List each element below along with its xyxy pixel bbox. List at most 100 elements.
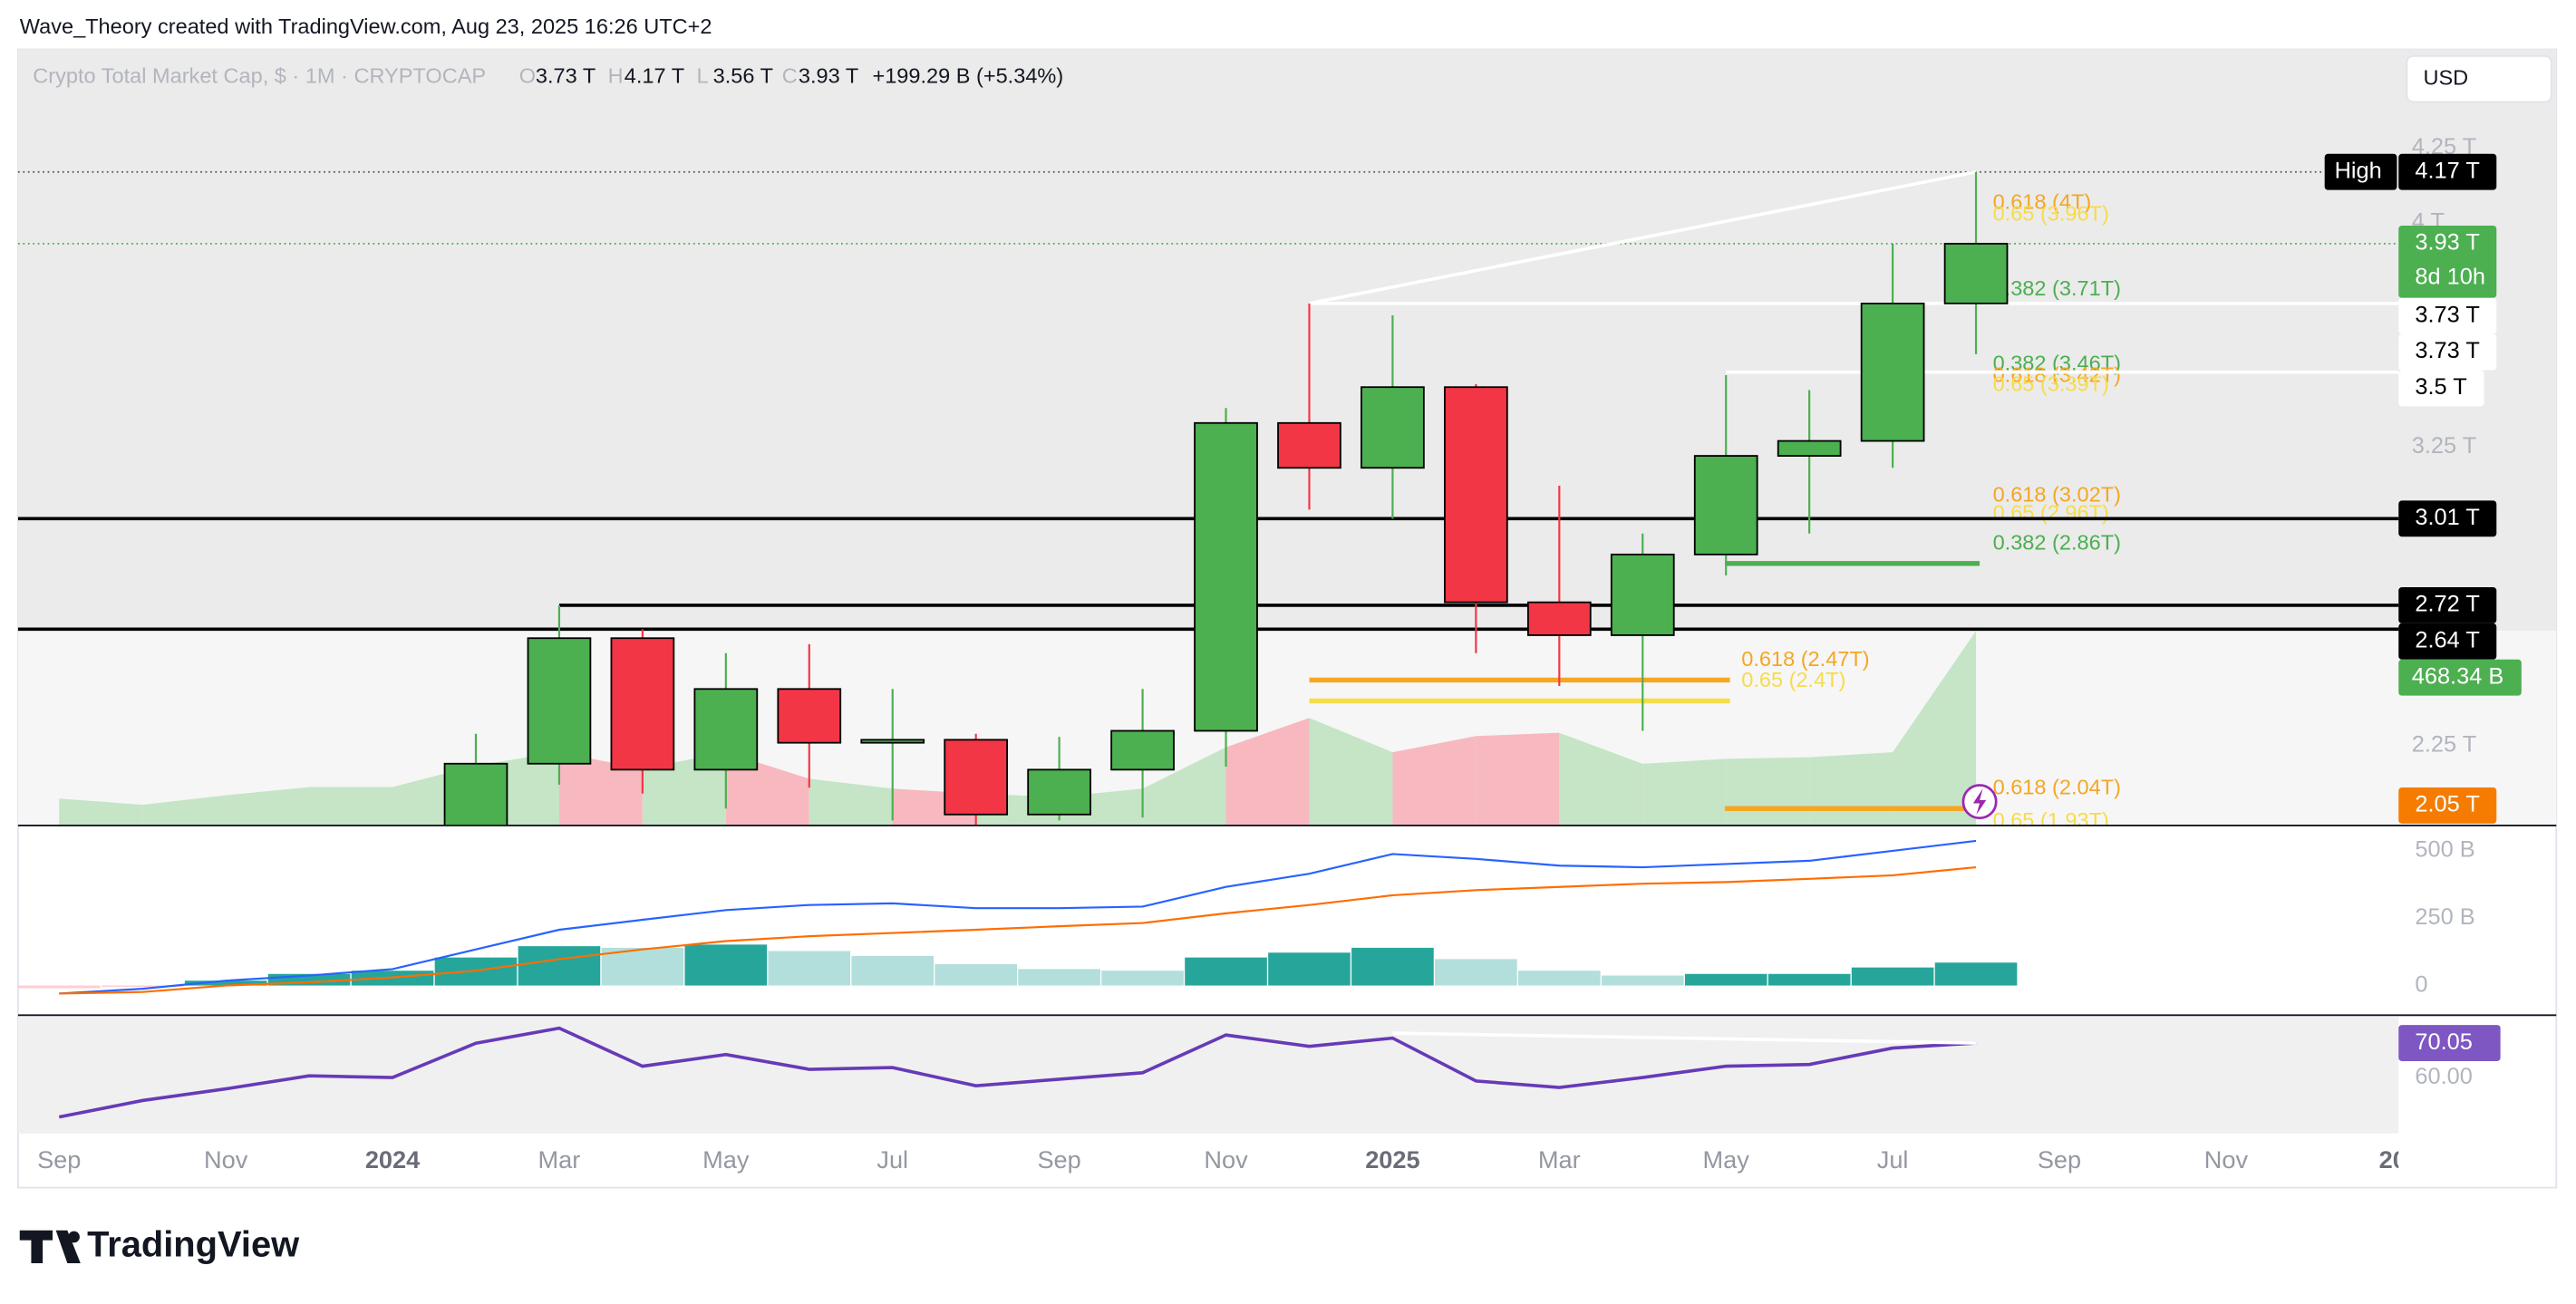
candle-body <box>443 762 508 826</box>
rsi-divergence-line <box>1392 1031 1977 1045</box>
macd-histogram-bar <box>1518 971 1601 986</box>
candle-body <box>1526 601 1592 636</box>
rsi-layer <box>58 1026 1977 1119</box>
ohlc-value: 4.17 T <box>625 64 684 88</box>
price-badge-label: 3.73 T <box>2415 338 2479 363</box>
macd-histogram-bar <box>768 951 851 986</box>
volume-area <box>1726 757 1810 826</box>
fib-label: 0.618 (4T) <box>1993 189 2092 213</box>
ohlc-key: O <box>519 64 536 88</box>
price-badge <box>2398 623 2497 660</box>
brand-name: TradingView <box>87 1224 300 1264</box>
price-badge <box>2398 333 2497 371</box>
price-badge <box>2398 225 2497 298</box>
fib-label: 0.382 (2.86T) <box>1993 530 2121 554</box>
volume-area <box>226 787 310 826</box>
macd-line <box>59 839 1977 995</box>
price-badge-label: 2.64 T <box>2415 628 2479 653</box>
y-tick-label: 3.25 T <box>2412 433 2476 459</box>
candle-body <box>1610 553 1675 636</box>
fib-layer: 0.618 (4T)0.65 (3.96T) 0.382 (3.71T) 0.382… <box>1309 189 2121 825</box>
x-tick-label: Nov <box>1204 1145 1248 1174</box>
price-badge-countdown: 8d 10h <box>2415 265 2485 290</box>
macd-histogram-bar <box>601 947 684 986</box>
volume-badge-label: 468.34 B <box>2412 663 2504 689</box>
fib-label: 0.65 (3.39T) <box>1993 372 2109 395</box>
fib-label: 0.618 (3.02T) <box>1993 482 2121 506</box>
currency[interactable]: USD <box>2423 65 2468 89</box>
price-badge <box>2398 500 2497 537</box>
ohlc-value: 3.56 T <box>713 64 773 88</box>
x-tick-label: Sep <box>1037 1145 1080 1174</box>
volume-area <box>1809 752 1893 826</box>
macd-histogram-bar <box>1601 975 1684 986</box>
currency-button[interactable] <box>2406 54 2552 103</box>
macd-histogram-bar <box>184 980 267 986</box>
x-tick-label: 2025 <box>1365 1145 1419 1174</box>
candle-body <box>1194 421 1258 732</box>
x-tick-label: 2024 <box>365 1145 420 1174</box>
macd-histogram-bar <box>1435 959 1517 986</box>
ohlc-key: H <box>608 64 624 88</box>
price-badge-label: 2.72 T <box>2415 592 2479 617</box>
price-badge-label: 2.05 T <box>2415 792 2479 817</box>
candle-body <box>1361 386 1425 469</box>
volume-area <box>1392 736 1477 826</box>
x-tick-label: May <box>702 1145 750 1174</box>
price-badge <box>2398 787 2497 824</box>
fib-label: 0.65 (2.96T) <box>1993 500 2109 524</box>
volume-area <box>809 778 893 826</box>
rsi-badge <box>2398 1025 2501 1061</box>
macd-tick-label: 500 B <box>2415 837 2474 863</box>
price-badge <box>2398 297 2497 334</box>
rsi-badge-label: 70.05 <box>2415 1029 2472 1055</box>
brand-logo <box>19 1230 81 1263</box>
fib-label: 0.65 (2.4T) <box>1741 668 1845 691</box>
candle-body <box>777 688 842 744</box>
candle-body <box>1110 729 1175 771</box>
price-badge-tag-label: High <box>2335 158 2382 183</box>
candle-body <box>1860 302 1925 442</box>
signal-line <box>59 865 1977 995</box>
candle-body <box>1693 455 1758 555</box>
candle-body <box>944 739 1009 816</box>
fib-label: 0.618 (2.04T) <box>1993 776 2121 799</box>
candle-body <box>1027 768 1091 816</box>
y-tick-label: 2.25 T <box>2412 732 2476 758</box>
candle-body <box>860 739 925 744</box>
event-bolt <box>1972 788 1987 816</box>
price-badge <box>2398 153 2497 190</box>
candle-body <box>1444 386 1508 604</box>
x-tick-label: Sep <box>37 1145 81 1174</box>
legend: Crypto Total Market Cap, $ · 1M · CRYPTO… <box>33 64 1063 88</box>
macd-histogram-bar <box>935 964 1017 986</box>
badge-layer: 70.05 4.17 T High 3.93 T 8d 10h 3.73 T 3.73 T 3… <box>2324 153 2522 1061</box>
ohlc-key: L <box>697 64 709 88</box>
macd-tick-label: 250 B <box>2415 904 2474 930</box>
volume-area <box>1559 732 1643 826</box>
macd-histogram-bar <box>1851 967 1934 986</box>
volume-area <box>1309 718 1393 826</box>
trend-line <box>1309 169 1977 305</box>
ohlc-value: 3.73 T <box>536 64 596 88</box>
x-tick-label: Nov <box>204 1145 248 1174</box>
candle-body <box>527 637 592 765</box>
macd-histogram-bar <box>1101 971 1184 986</box>
candle-body <box>1277 421 1341 469</box>
price-badge-label: 3.5 T <box>2415 374 2466 400</box>
macd-histogram-bar <box>684 944 768 986</box>
candle-body <box>693 688 759 771</box>
x-tick-label: Jul <box>1877 1145 1909 1174</box>
ohlc-value: 3.93 T <box>799 64 858 88</box>
fib-label: 0.382 (3.71T) <box>1993 276 2121 300</box>
volume-area <box>1893 631 1977 826</box>
volume-area <box>59 798 143 826</box>
rsi-tick-label: 60.00 <box>2415 1064 2472 1089</box>
volume-badge <box>2398 659 2522 696</box>
macd-histogram-bar <box>1185 957 1267 986</box>
price-pane-bg <box>17 49 2557 632</box>
x-tick-label: Jul <box>876 1145 908 1174</box>
volume-area <box>1225 718 1310 826</box>
